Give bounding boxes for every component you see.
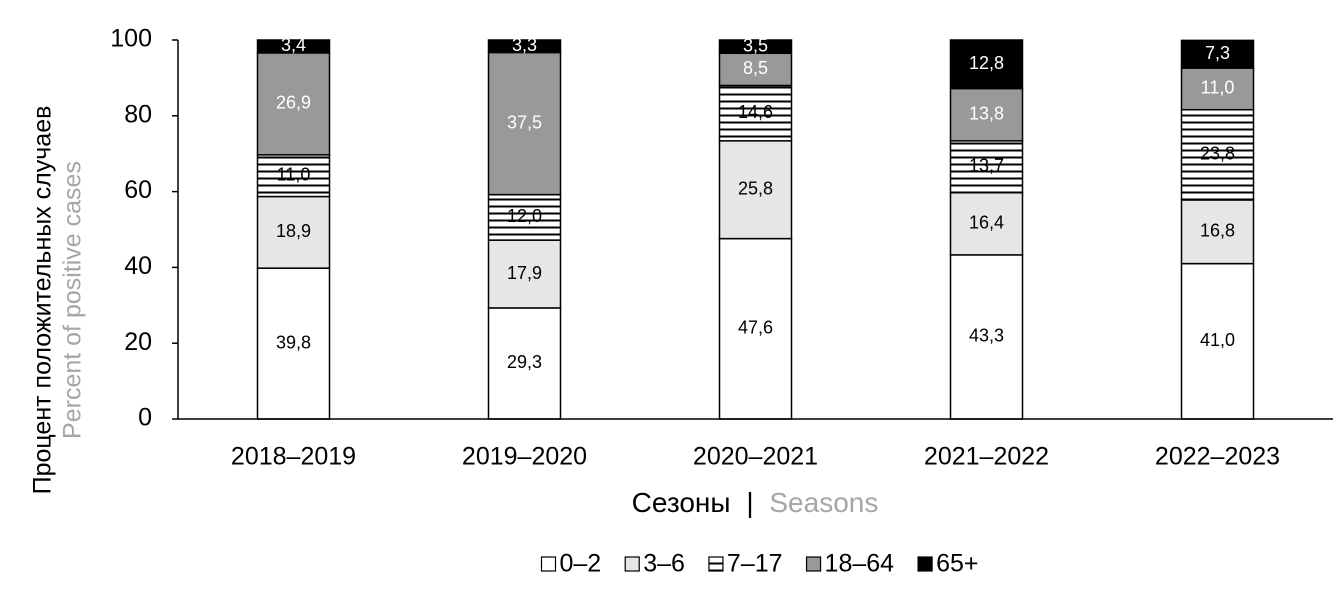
data-label: 8,5	[743, 58, 768, 78]
legend-swatch	[805, 556, 822, 572]
bar-segment	[256, 154, 331, 198]
bar-segment	[718, 140, 793, 240]
legend-label: 3–6	[643, 550, 685, 578]
data-label: 23,8	[1200, 144, 1235, 164]
y-axis-title-en: Percent of positive cases	[59, 161, 87, 439]
data-label: 12,8	[969, 53, 1004, 73]
data-label: 3,3	[512, 35, 537, 55]
y-axis-title: Процент положительных случаев	[29, 106, 57, 495]
legend-swatch	[624, 556, 640, 572]
legend-label: 0–2	[559, 550, 601, 578]
y-tick-label: 20	[124, 328, 152, 356]
bar-segment	[718, 39, 793, 55]
bar-segment	[487, 193, 562, 241]
data-label: 29,3	[507, 352, 542, 372]
y-tick-label: 0	[138, 404, 152, 432]
data-label: 11,0	[1201, 78, 1235, 98]
x-axis-title-ru: Сезоны	[632, 487, 731, 518]
bar-segment	[1180, 199, 1255, 265]
data-label: 47,6	[738, 318, 773, 338]
bar-segment	[1180, 39, 1255, 69]
bar-segment	[256, 52, 331, 156]
data-label: 7,3	[1205, 43, 1230, 63]
bar-segment	[949, 140, 1024, 194]
bar-segment	[256, 39, 331, 54]
y-tick-label: 100	[110, 25, 152, 53]
bar-segment	[949, 39, 1024, 90]
data-label: 41,0	[1200, 330, 1235, 350]
x-tick-label: 2021–2022	[924, 443, 1049, 471]
bar-segment	[487, 51, 562, 196]
bar-segment	[487, 39, 562, 54]
legend-swatch	[708, 556, 724, 572]
data-label: 26,9	[276, 93, 311, 113]
data-label: 17,9	[507, 263, 542, 283]
bar-segment	[718, 237, 793, 420]
bar-segment	[718, 52, 793, 87]
data-label: 12,0	[507, 206, 542, 226]
bar-segment	[949, 87, 1024, 142]
bar-segment	[487, 239, 562, 309]
legend-label: 7–17	[727, 550, 783, 578]
data-label: 18,9	[276, 221, 311, 241]
data-label: 39,8	[276, 332, 311, 352]
legend-swatch	[540, 556, 557, 572]
x-axis-title-separator: |	[746, 487, 753, 518]
data-label: 37,5	[507, 112, 542, 132]
x-tick-label: 2022–2023	[1155, 443, 1280, 471]
data-label: 25,8	[738, 178, 773, 198]
legend-swatch	[917, 556, 933, 572]
data-label: 43,3	[969, 326, 1004, 346]
bar-segment	[487, 307, 562, 420]
bar-segment	[256, 195, 331, 269]
data-label: 11,0	[277, 164, 311, 184]
data-label: 3,4	[281, 35, 306, 55]
data-label: 16,4	[969, 213, 1004, 233]
y-tick-label: 60	[124, 176, 152, 204]
data-label: 13,8	[969, 103, 1004, 123]
data-label: 3,5	[743, 35, 768, 55]
legend-label: 18–64	[825, 550, 895, 578]
data-label: 16,8	[1200, 221, 1235, 241]
x-tick-label: 2020–2021	[693, 443, 818, 471]
y-tick-label: 80	[124, 100, 152, 128]
x-axis-title: Сезоны | Seasons	[632, 487, 879, 518]
x-tick-label: 2019–2020	[462, 443, 587, 471]
y-tick-label: 40	[124, 252, 152, 280]
bar-segment	[949, 254, 1024, 420]
data-label: 14,6	[738, 102, 773, 122]
x-tick-label: 2018–2019	[231, 443, 356, 471]
x-axis-title-en: Seasons	[769, 487, 878, 518]
legend-label: 65+	[936, 550, 978, 578]
data-label: 13,7	[969, 156, 1004, 176]
bar-segment	[1180, 67, 1255, 111]
bar-segment	[949, 191, 1024, 256]
